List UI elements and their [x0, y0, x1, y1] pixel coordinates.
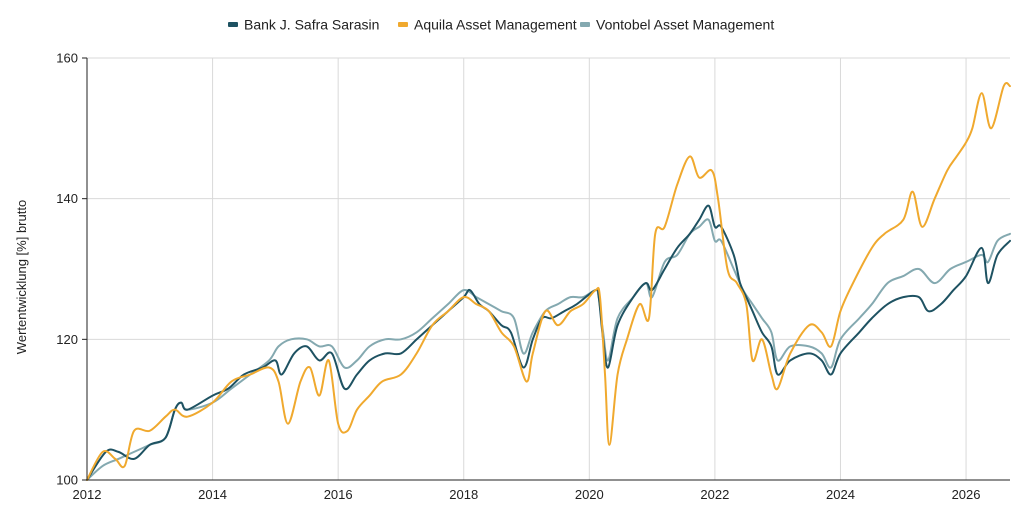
y-tick-label: 140 — [56, 191, 78, 206]
x-tick-label: 2018 — [449, 487, 478, 502]
axes — [86, 58, 1010, 481]
series-line-2 — [86, 218, 1011, 481]
y-axis-title: Wertentwicklung [%] brutto — [14, 200, 29, 354]
legend-label-0: Bank J. Safra Sarasin — [244, 17, 379, 33]
legend-swatch-1 — [398, 22, 408, 27]
y-tick-label: 120 — [56, 332, 78, 347]
y-tick-labels: 100 120 140 160 — [56, 51, 87, 488]
legend-swatch-2 — [580, 22, 590, 27]
x-tick-labels: 2012 2014 2016 2018 2020 2022 2024 2026 — [73, 487, 981, 502]
legend-label-2: Vontobel Asset Management — [596, 17, 774, 33]
y-tick-label: 160 — [56, 51, 78, 66]
legend-label-1: Aquila Asset Management — [414, 17, 577, 33]
x-tick-label: 2016 — [324, 487, 353, 502]
series-line-1 — [86, 82, 1011, 481]
y-tick-label: 100 — [56, 473, 78, 488]
x-tick-label: 2020 — [575, 487, 604, 502]
x-tick-label: 2012 — [73, 487, 102, 502]
series-lines — [86, 82, 1011, 481]
x-tick-label: 2014 — [198, 487, 227, 502]
x-tick-label: 2022 — [700, 487, 729, 502]
legend-swatch-0 — [228, 22, 238, 27]
grid-lines — [87, 57, 1010, 480]
x-tick-label: 2026 — [952, 487, 981, 502]
legend: Bank J. Safra Sarasin Aquila Asset Manage… — [228, 17, 774, 33]
x-tick-label: 2024 — [826, 487, 855, 502]
